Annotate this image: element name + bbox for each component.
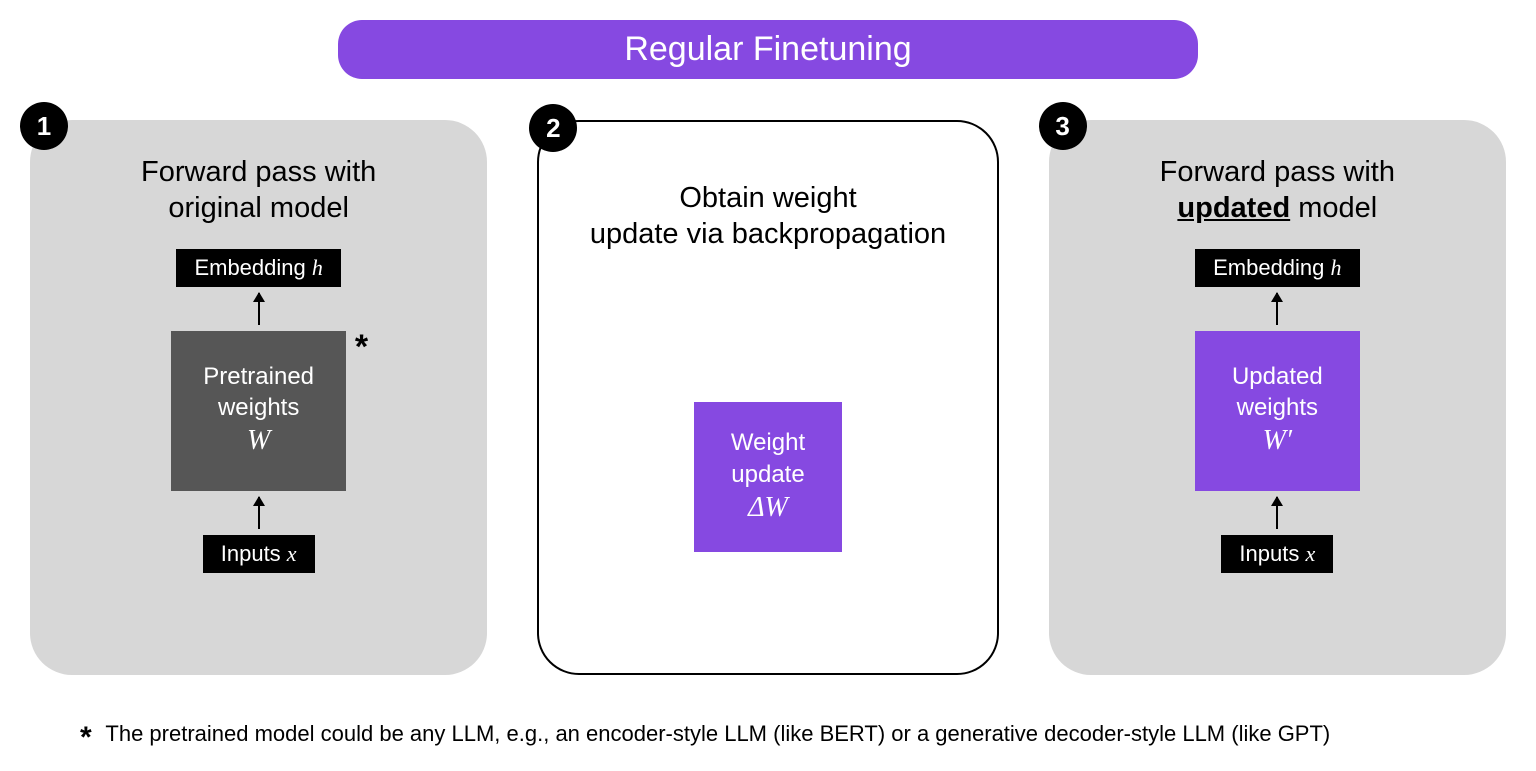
inputs-math: x bbox=[287, 541, 297, 566]
panel-3-embedding: Embedding h bbox=[1195, 249, 1359, 287]
panel-1-weights-box: * Pretrained weights W bbox=[171, 331, 346, 491]
panel-1-badge: 1 bbox=[20, 102, 68, 150]
embedding-label: Embedding bbox=[194, 255, 311, 280]
weights-math: W′ bbox=[1263, 423, 1292, 459]
footnote-star: * bbox=[80, 721, 92, 754]
panel-3: 3 Forward pass with updated model Embedd… bbox=[1049, 120, 1506, 675]
panel-3-inputs: Inputs x bbox=[1221, 535, 1333, 573]
panel-3-heading: Forward pass with updated model bbox=[1160, 154, 1395, 227]
weights-l1: Pretrained bbox=[203, 361, 314, 392]
panel-2-heading-l2: update via backpropagation bbox=[590, 218, 946, 250]
panel-2-weights-box: Weight update ΔW bbox=[694, 402, 842, 552]
panel-2-heading: Obtain weight update via backpropagation bbox=[590, 180, 946, 253]
panel-1-inputs: Inputs x bbox=[203, 535, 315, 573]
footnote: * The pretrained model could be any LLM,… bbox=[80, 715, 1496, 749]
embedding-label: Embedding bbox=[1213, 255, 1330, 280]
embedding-math: h bbox=[312, 255, 323, 280]
panel-1-flow: Embedding h * Pretrained weights W Input… bbox=[171, 249, 346, 573]
panel-1-heading-l2: original model bbox=[168, 192, 349, 224]
panel-2-heading-l1: Obtain weight bbox=[679, 182, 856, 214]
panels-row: 1 Forward pass with original model Embed… bbox=[30, 120, 1506, 675]
panel-1-heading: Forward pass with original model bbox=[141, 154, 376, 227]
panel-2-badge: 2 bbox=[529, 104, 577, 152]
inputs-label: Inputs bbox=[1239, 541, 1305, 566]
weights-l1: Updated bbox=[1232, 361, 1323, 392]
weights-math: W bbox=[247, 423, 270, 459]
weights-l2: weights bbox=[1237, 392, 1318, 423]
panel-3-badge: 3 bbox=[1039, 102, 1087, 150]
panel-3-heading-tail: model bbox=[1290, 192, 1377, 224]
weights-math: ΔW bbox=[748, 490, 788, 526]
asterisk-icon: * bbox=[355, 325, 368, 369]
weights-l1: Weight bbox=[731, 427, 805, 458]
panel-3-flow: Embedding h Updated weights W′ Inputs x bbox=[1195, 249, 1360, 573]
inputs-label: Inputs bbox=[221, 541, 287, 566]
panel-3-heading-l1: Forward pass with bbox=[1160, 156, 1395, 188]
panel-1-embedding: Embedding h bbox=[176, 249, 340, 287]
arrow-up-icon bbox=[258, 497, 260, 529]
panel-1: 1 Forward pass with original model Embed… bbox=[30, 120, 487, 675]
panel-1-heading-l1: Forward pass with bbox=[141, 156, 376, 188]
diagram-title: Regular Finetuning bbox=[338, 20, 1198, 79]
arrow-up-icon bbox=[258, 293, 260, 325]
panel-3-heading-updated: updated bbox=[1177, 192, 1290, 224]
inputs-math: x bbox=[1305, 541, 1315, 566]
embedding-math: h bbox=[1331, 255, 1342, 280]
panel-2-center: Weight update ΔW bbox=[694, 311, 842, 644]
panel-3-weights-box: Updated weights W′ bbox=[1195, 331, 1360, 491]
weights-l2: weights bbox=[218, 392, 299, 423]
weights-l2: update bbox=[731, 459, 804, 490]
arrow-up-icon bbox=[1276, 497, 1278, 529]
arrow-up-icon bbox=[1276, 293, 1278, 325]
panel-2: 2 Obtain weight update via backpropagati… bbox=[537, 120, 998, 675]
footnote-text: The pretrained model could be any LLM, e… bbox=[105, 721, 1330, 746]
